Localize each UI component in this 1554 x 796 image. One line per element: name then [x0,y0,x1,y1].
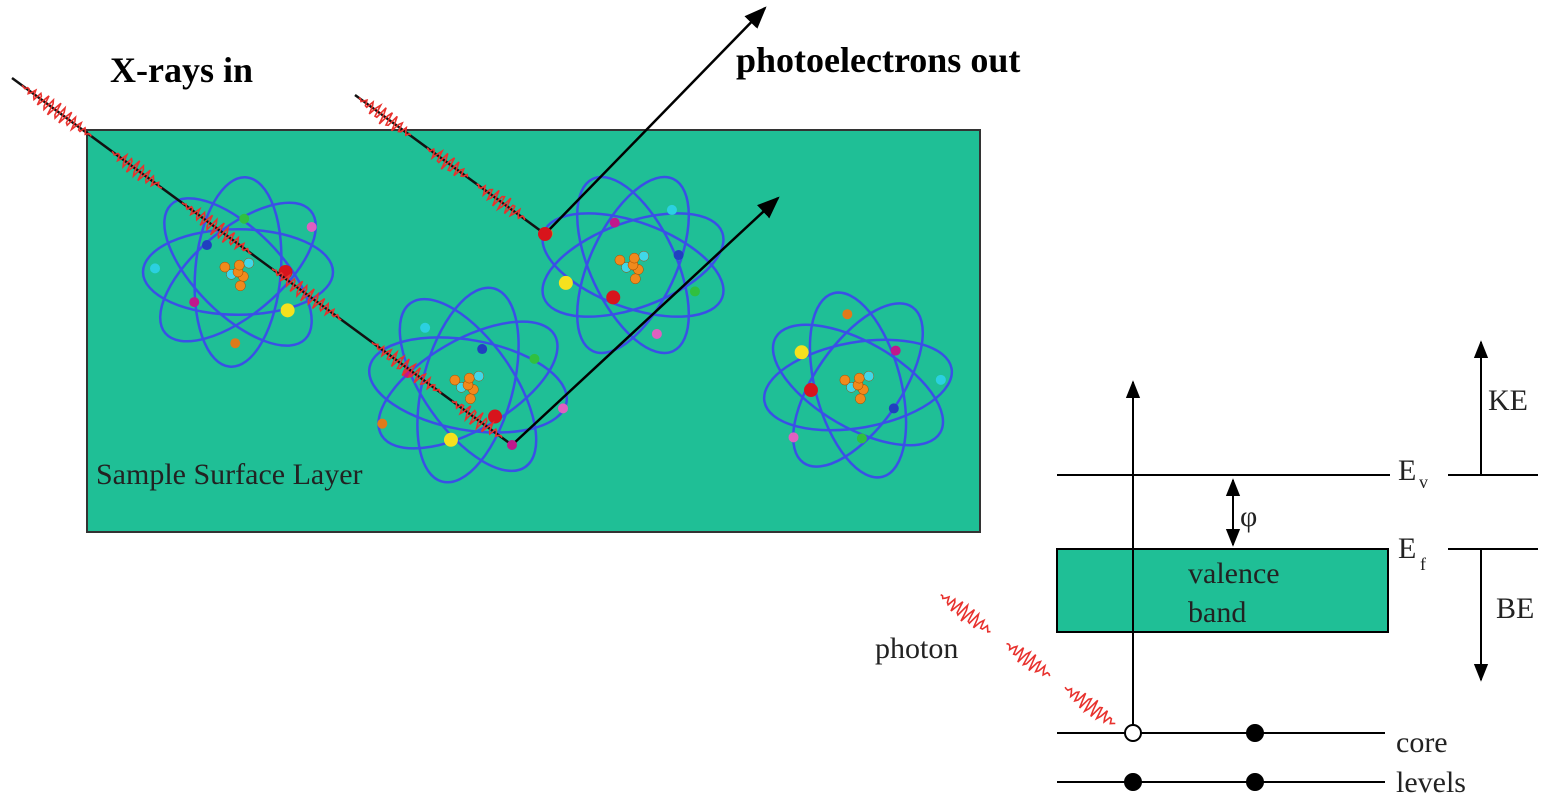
sample-label: Sample Surface Layer [96,458,363,491]
ke-label: KE [1488,384,1528,417]
core-label: core [1396,726,1448,759]
energy-diagram [1057,342,1538,790]
ef-label: E [1398,532,1416,565]
ef-sub: f [1420,554,1426,574]
x-rays-label: X-rays in [110,50,253,90]
photon-wave [1007,644,1050,676]
levels-label: levels [1396,766,1466,796]
photon-wave [941,595,991,632]
ev-sub: v [1419,472,1428,492]
phi-label: φ [1240,500,1257,533]
photoelectrons-label: photoelectrons out [736,40,1020,80]
be-label: BE [1496,592,1534,625]
photon-wave [1065,687,1115,723]
ev-label: E [1398,454,1416,487]
valence-label: valence [1188,557,1280,590]
diagram: X-rays in photoelectrons out Sample Surf… [0,0,1554,796]
valence-label: band [1188,596,1246,629]
photon-label: photon [875,632,958,665]
